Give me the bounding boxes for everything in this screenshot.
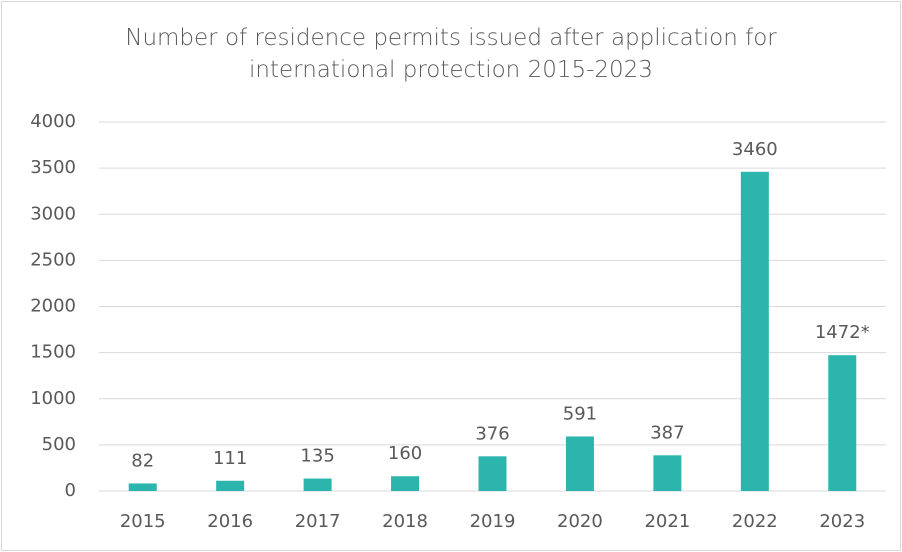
x-tick-label: 2016 — [207, 511, 253, 532]
y-tick-label: 1000 — [30, 388, 76, 409]
data-label: 82 — [131, 450, 154, 471]
y-tick-label: 2500 — [30, 249, 76, 270]
y-tick-label: 4000 — [30, 111, 76, 132]
bar — [478, 456, 507, 491]
data-label: 591 — [563, 403, 597, 424]
bar — [740, 171, 769, 491]
bar — [828, 355, 857, 491]
data-label: 1472* — [815, 322, 870, 343]
x-tick-label: 2023 — [819, 511, 865, 532]
x-tick-label: 2020 — [557, 511, 603, 532]
bar — [391, 476, 420, 491]
bar — [565, 436, 594, 491]
x-tick-label: 2017 — [295, 511, 341, 532]
x-tick-label: 2019 — [470, 511, 516, 532]
chart-title: Number of residence permits issued after… — [125, 25, 777, 83]
bar — [653, 455, 682, 491]
x-tick-label: 2018 — [382, 511, 428, 532]
data-label: 160 — [388, 443, 422, 464]
data-label: 135 — [300, 446, 334, 467]
data-label: 3460 — [732, 139, 778, 160]
data-label: 387 — [650, 422, 684, 443]
y-tick-label: 2000 — [30, 296, 76, 317]
x-tick-label: 2015 — [120, 511, 166, 532]
bar — [128, 483, 157, 491]
data-label: 111 — [213, 448, 247, 469]
x-tick-label: 2022 — [732, 511, 778, 532]
y-tick-label: 3500 — [30, 157, 76, 178]
y-tick-label: 500 — [42, 434, 76, 455]
y-tick-label: 1500 — [30, 342, 76, 363]
y-tick-label: 3000 — [30, 203, 76, 224]
data-label: 376 — [475, 423, 509, 444]
bar — [216, 480, 245, 491]
x-tick-label: 2021 — [644, 511, 690, 532]
y-tick-label: 0 — [65, 480, 76, 501]
bar — [303, 478, 332, 491]
